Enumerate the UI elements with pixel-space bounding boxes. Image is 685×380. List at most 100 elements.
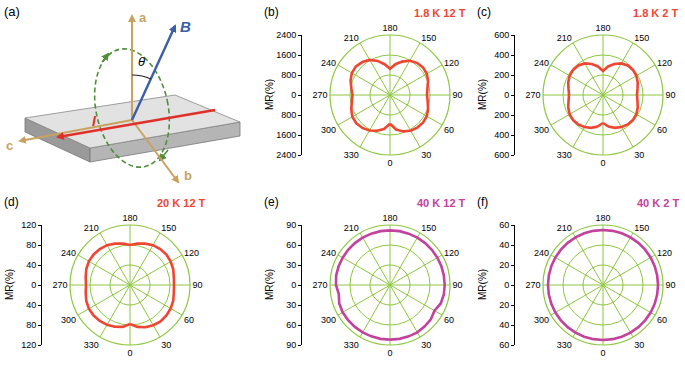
svg-text:80: 80 — [26, 240, 36, 250]
svg-text:270: 270 — [313, 280, 328, 290]
svg-text:300: 300 — [321, 315, 336, 325]
svg-text:210: 210 — [344, 33, 359, 43]
svg-text:30: 30 — [286, 300, 296, 310]
svg-text:30: 30 — [634, 340, 644, 350]
svg-text:270: 270 — [313, 90, 328, 100]
svg-text:2400: 2400 — [276, 150, 296, 160]
svg-text:40 K 12 T: 40 K 12 T — [417, 197, 466, 209]
svg-text:0: 0 — [504, 90, 509, 100]
svg-text:(c): (c) — [477, 5, 491, 19]
svg-text:600: 600 — [494, 150, 509, 160]
svg-text:330: 330 — [557, 150, 572, 160]
svg-text:30: 30 — [161, 340, 171, 350]
svg-text:I: I — [92, 113, 97, 129]
svg-text:120: 120 — [184, 248, 199, 258]
svg-text:MR(%): MR(%) — [4, 269, 15, 300]
svg-text:120: 120 — [21, 220, 36, 230]
svg-text:210: 210 — [557, 33, 572, 43]
svg-text:240: 240 — [534, 248, 549, 258]
svg-text:120: 120 — [444, 248, 459, 258]
svg-text:150: 150 — [634, 223, 649, 233]
svg-text:90: 90 — [452, 280, 462, 290]
svg-text:40 K 2 T: 40 K 2 T — [637, 197, 679, 209]
svg-text:MR(%): MR(%) — [264, 79, 275, 110]
svg-text:240: 240 — [61, 248, 76, 258]
svg-text:180: 180 — [122, 213, 137, 223]
svg-text:120: 120 — [657, 58, 672, 68]
svg-text:330: 330 — [84, 340, 99, 350]
svg-text:(a): (a) — [4, 4, 20, 19]
svg-text:0: 0 — [504, 280, 509, 290]
svg-text:(d): (d) — [4, 195, 19, 209]
svg-text:30: 30 — [634, 150, 644, 160]
svg-text:20: 20 — [499, 260, 509, 270]
svg-text:330: 330 — [344, 340, 359, 350]
svg-text:330: 330 — [557, 340, 572, 350]
svg-text:120: 120 — [657, 248, 672, 258]
svg-text:150: 150 — [421, 223, 436, 233]
svg-text:MR(%): MR(%) — [477, 269, 488, 300]
svg-text:0: 0 — [600, 348, 605, 358]
svg-text:240: 240 — [321, 58, 336, 68]
svg-text:(e): (e) — [264, 195, 279, 209]
svg-text:90: 90 — [286, 340, 296, 350]
svg-text:150: 150 — [161, 223, 176, 233]
svg-text:(b): (b) — [264, 5, 279, 19]
svg-text:400: 400 — [494, 130, 509, 140]
svg-text:a: a — [139, 10, 147, 25]
svg-text:300: 300 — [321, 125, 336, 135]
svg-text:60: 60 — [444, 315, 454, 325]
svg-text:60: 60 — [286, 240, 296, 250]
svg-text:60: 60 — [286, 320, 296, 330]
svg-text:0: 0 — [127, 348, 132, 358]
svg-text:180: 180 — [382, 213, 397, 223]
svg-text:θ: θ — [138, 54, 145, 69]
svg-text:MR(%): MR(%) — [477, 79, 488, 110]
svg-text:1.8 K 2 T: 1.8 K 2 T — [633, 7, 679, 19]
svg-text:0: 0 — [387, 348, 392, 358]
svg-text:40: 40 — [26, 260, 36, 270]
svg-text:40: 40 — [26, 300, 36, 310]
svg-text:150: 150 — [421, 33, 436, 43]
svg-text:210: 210 — [557, 223, 572, 233]
svg-text:330: 330 — [344, 150, 359, 160]
svg-text:0: 0 — [600, 158, 605, 168]
svg-text:210: 210 — [84, 223, 99, 233]
svg-text:40: 40 — [499, 320, 509, 330]
svg-text:0: 0 — [291, 280, 296, 290]
svg-text:60: 60 — [499, 340, 509, 350]
svg-text:MR(%): MR(%) — [264, 269, 275, 300]
svg-text:90: 90 — [286, 220, 296, 230]
svg-text:(f): (f) — [477, 195, 488, 209]
svg-text:0: 0 — [387, 158, 392, 168]
svg-text:c: c — [6, 138, 13, 153]
svg-text:270: 270 — [53, 280, 68, 290]
svg-text:180: 180 — [595, 23, 610, 33]
svg-text:300: 300 — [61, 315, 76, 325]
svg-text:90: 90 — [665, 90, 675, 100]
svg-text:400: 400 — [494, 50, 509, 60]
svg-text:B: B — [180, 18, 191, 35]
svg-text:240: 240 — [534, 58, 549, 68]
svg-text:120: 120 — [444, 58, 459, 68]
svg-text:180: 180 — [595, 213, 610, 223]
svg-text:80: 80 — [26, 320, 36, 330]
svg-text:b: b — [184, 168, 192, 183]
svg-text:20: 20 — [499, 300, 509, 310]
svg-text:60: 60 — [184, 315, 194, 325]
svg-text:60: 60 — [657, 315, 667, 325]
svg-text:60: 60 — [657, 125, 667, 135]
svg-text:800: 800 — [281, 70, 296, 80]
svg-text:150: 150 — [634, 33, 649, 43]
svg-text:200: 200 — [494, 70, 509, 80]
svg-text:1600: 1600 — [276, 130, 296, 140]
svg-text:1600: 1600 — [276, 50, 296, 60]
svg-text:20 K 12 T: 20 K 12 T — [157, 197, 206, 209]
svg-text:60: 60 — [444, 125, 454, 135]
svg-text:30: 30 — [421, 340, 431, 350]
svg-text:90: 90 — [665, 280, 675, 290]
svg-text:180: 180 — [382, 23, 397, 33]
svg-text:210: 210 — [344, 223, 359, 233]
svg-text:800: 800 — [281, 110, 296, 120]
svg-text:30: 30 — [421, 150, 431, 160]
